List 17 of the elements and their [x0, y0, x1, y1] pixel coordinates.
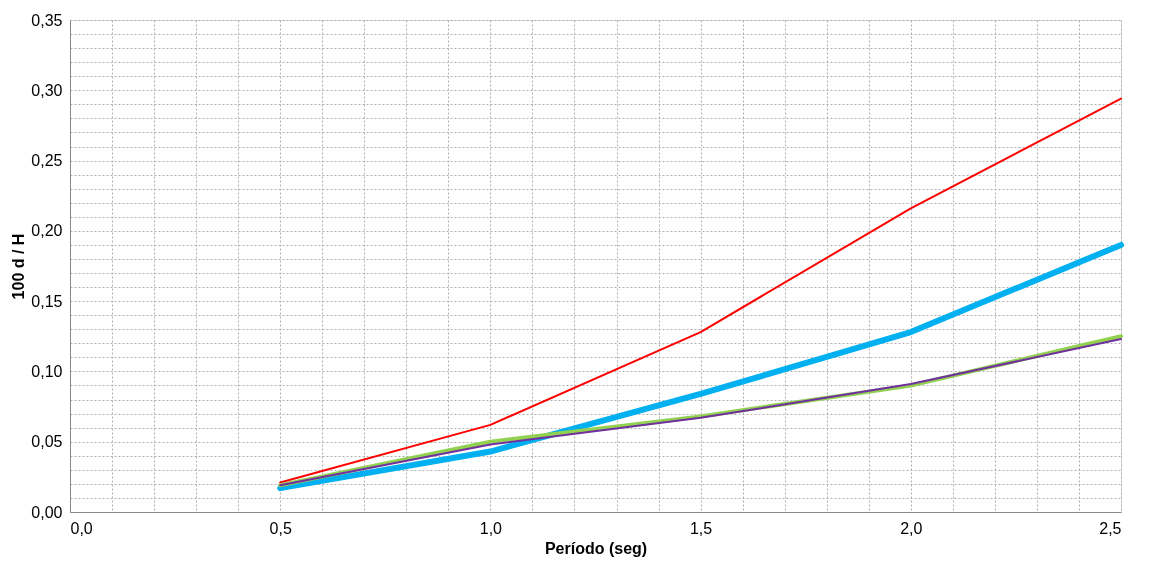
y-tick-label: 0,05: [31, 433, 63, 451]
x-tick-label: 2,5: [1099, 519, 1122, 537]
x-tick-label: 2,0: [900, 519, 923, 537]
y-tick-label: 0,20: [31, 222, 63, 240]
x-tick-label: 0,0: [70, 519, 93, 537]
x-axis-title: Período (seg): [544, 539, 648, 557]
y-tick-label: 0,25: [31, 152, 63, 170]
y-tick-label: 0,35: [31, 11, 63, 29]
y-tick-label: 0,30: [31, 81, 63, 99]
x-tick-label: 1,5: [689, 519, 713, 537]
line-series: [279, 97, 1122, 484]
y-tick-label: 0,10: [31, 362, 63, 380]
x-tick-label: 0,5: [269, 519, 292, 537]
x-tick-label: 1,0: [479, 519, 503, 537]
y-tick-label: 0,15: [31, 292, 63, 310]
y-axis-title: 100 d / H: [10, 233, 28, 300]
y-tick-label: 0,00: [31, 503, 63, 521]
